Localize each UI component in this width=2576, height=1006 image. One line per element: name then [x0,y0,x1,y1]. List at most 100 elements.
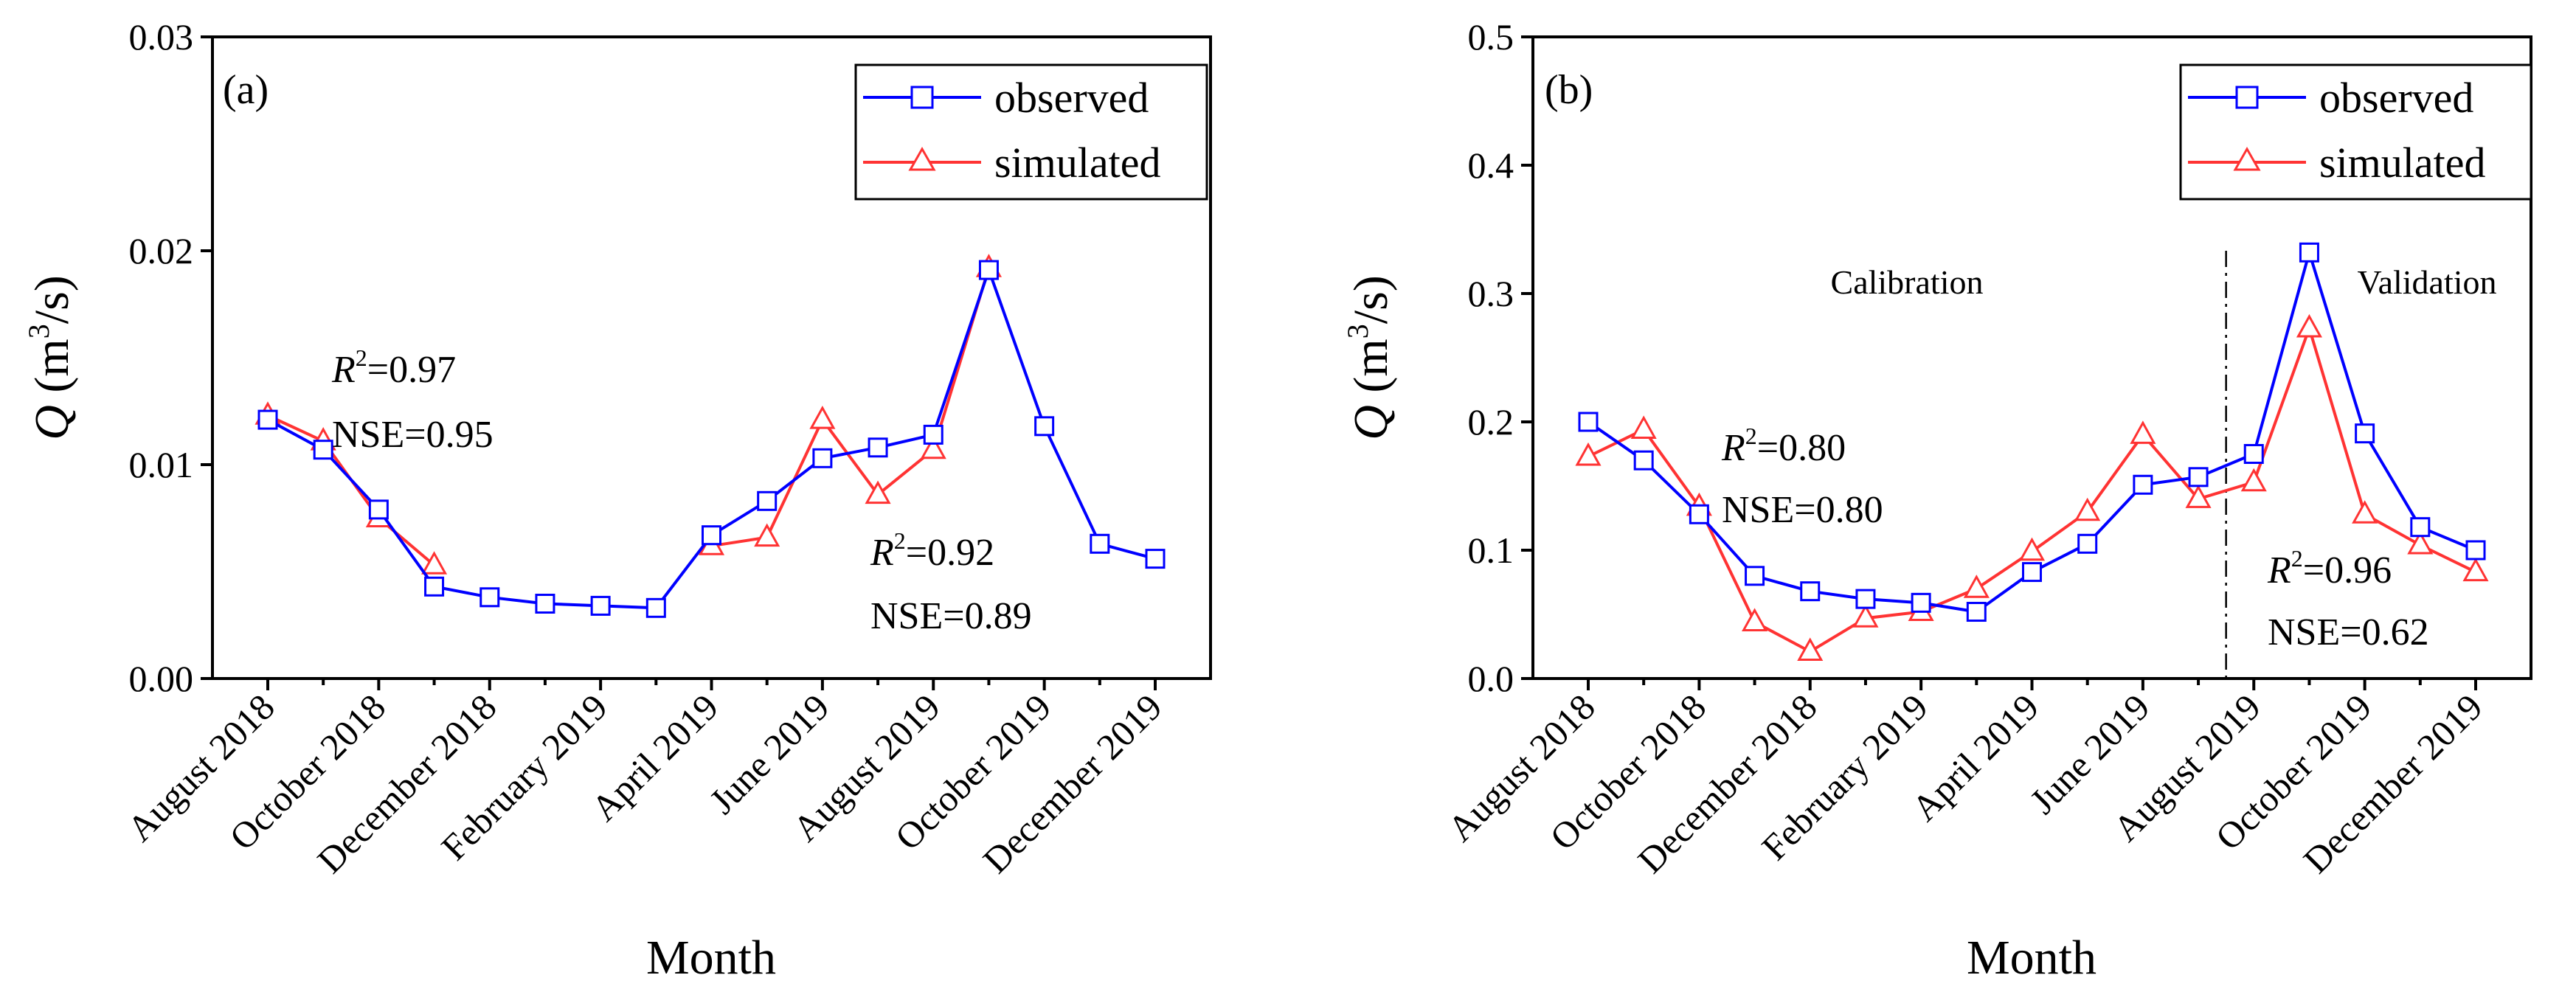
data-point-observed [1800,581,1821,602]
data-point-observed [257,409,278,430]
legend-label-simulated-a: simulated [994,139,1161,187]
data-point-observed [645,597,666,618]
annotation-r2-b2: R2=0.96 [2267,545,2392,592]
data-point-observed [368,499,389,520]
data-point-observed [535,594,555,614]
data-point-simulated [2240,468,2267,492]
data-point-simulated [1575,442,1602,466]
y-tick-label: 0.0 [1468,658,1514,699]
annotation-r2-a2: R2=0.92 [870,527,994,574]
data-point-simulated [2074,497,2101,521]
y-tick-label: 0.01 [129,444,194,485]
y-tick-label: 0.5 [1468,16,1514,58]
data-point-observed [2465,540,2486,561]
data-point-observed [313,440,333,460]
series-group-b [1575,242,2489,661]
data-point-simulated [1797,637,1824,661]
data-point-observed [2022,562,2042,583]
panel-label-a: (a) [223,67,269,113]
data-point-simulated [2130,420,2156,444]
phase-label-validation: Validation [2357,263,2496,301]
y-tick-label: 0.00 [129,658,194,699]
data-point-observed [424,576,445,597]
legend-a: observed simulated [854,63,1208,201]
data-point-simulated [421,551,448,575]
panel-label-b: (b) [1545,67,1593,113]
data-point-simulated [1963,575,1990,598]
data-point-simulated [865,480,891,504]
y-tick-label: 0.2 [1468,401,1514,443]
annotation-r2-a1: R2=0.97 [331,344,456,391]
legend-marker-observed-a [910,86,934,109]
data-point-simulated [1742,608,1768,631]
data-point-observed [702,525,721,546]
data-point-observed [590,595,611,616]
y-axis-ticks-a: 0.00 0.01 0.02 0.03 [129,16,212,699]
data-point-observed [2299,242,2319,263]
data-point-simulated [920,435,946,459]
legend-marker-simulated-b [2233,146,2261,171]
data-point-observed [1855,589,1876,609]
data-point-observed [2188,467,2209,488]
data-point-observed [923,424,944,445]
data-point-simulated [2185,485,2212,508]
legend-marker-observed-b [2235,86,2259,109]
data-point-simulated [2462,558,2489,582]
data-point-observed [2410,517,2431,538]
data-point-simulated [1852,604,1879,628]
x-axis-title-b: Month [1967,931,2097,985]
y-tick-label: 0.1 [1468,530,1514,571]
data-point-observed [1745,566,1765,586]
y-axis-ticks-b: 0.0 0.1 0.2 0.3 0.4 0.5 [1468,16,1533,699]
data-point-observed [1578,412,1599,432]
y-tick-label: 0.4 [1468,145,1514,186]
data-point-observed [2243,444,2264,464]
y-axis-title-a: Q (m3/s) [22,275,79,440]
data-point-observed [1911,592,1931,613]
y-tick-label: 0.3 [1468,273,1514,314]
data-point-simulated [1630,415,1657,439]
phase-label-calibration: Calibration [1831,263,1984,301]
annotation-nse-b2: NSE=0.62 [2268,611,2429,653]
data-point-simulated [2296,313,2322,338]
data-point-simulated [754,523,780,547]
series-group-a [255,254,1166,618]
annotation-r2-b1: R2=0.80 [1721,423,1846,469]
data-point-observed [978,260,999,280]
data-point-observed [1966,602,1987,622]
data-point-simulated [2018,537,2046,561]
data-point-observed [1633,450,1654,471]
data-point-observed [2133,474,2153,495]
legend-marker-simulated-a [908,146,936,171]
series-line-simulated [711,267,991,548]
legend-label-observed-b: observed [2319,74,2473,122]
legend-b: observed simulated [2179,63,2532,201]
data-point-observed [1689,504,1709,524]
annotation-nse-b1: NSE=0.80 [1722,489,1883,531]
data-point-observed [479,587,500,608]
data-point-simulated [809,406,836,429]
data-point-observed [2355,423,2375,444]
y-tick-label: 0.02 [129,230,194,271]
legend-label-observed-a: observed [994,74,1149,122]
annotation-nse-a2: NSE=0.89 [870,595,1032,637]
data-point-observed [812,448,833,468]
data-point-simulated [2407,530,2434,555]
y-axis-title-b: Q (m3/s) [1341,275,1398,440]
legend-label-simulated-b: simulated [2319,139,2486,187]
data-point-observed [1090,533,1110,554]
x-axis-title-a: Month [646,931,776,985]
data-point-observed [868,437,888,458]
data-point-observed [2077,533,2098,554]
data-point-simulated [2352,500,2378,524]
y-tick-label: 0.03 [129,16,194,58]
annotation-nse-a1: NSE=0.95 [332,414,494,456]
data-point-observed [1034,416,1055,437]
data-point-observed [1145,549,1166,569]
data-point-observed [757,490,778,511]
